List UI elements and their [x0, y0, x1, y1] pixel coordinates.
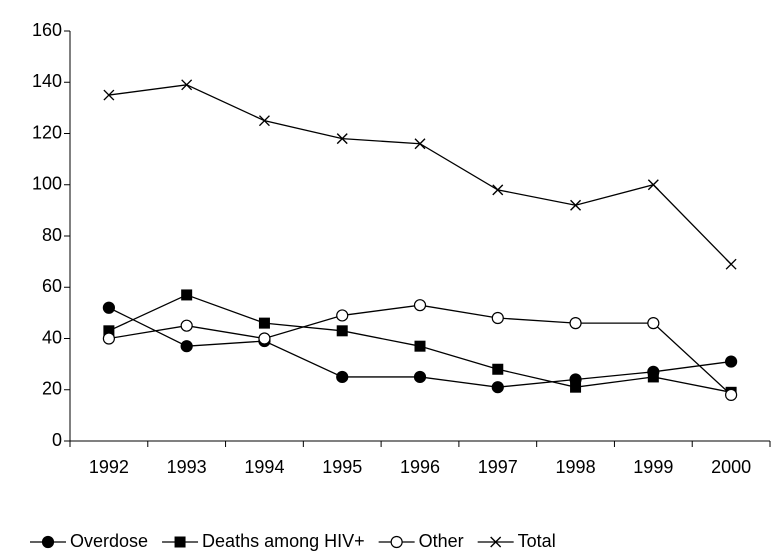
marker: [103, 325, 115, 337]
marker: [41, 535, 55, 549]
marker: [647, 179, 659, 191]
marker: [725, 258, 737, 270]
marker: [491, 381, 504, 394]
marker: [390, 535, 403, 549]
x-tick-label: 2000: [711, 457, 751, 477]
marker: [336, 309, 349, 322]
x-tick-label: 1992: [89, 457, 129, 477]
legend-label: Deaths among HIV+: [202, 531, 365, 551]
marker: [181, 289, 193, 301]
marker: [413, 370, 427, 384]
marker: [492, 363, 504, 375]
marker: [570, 381, 582, 393]
y-tick-label: 160: [32, 20, 62, 40]
y-tick-label: 0: [52, 430, 62, 450]
legend-label: Other: [419, 531, 464, 551]
legend-label: Overdose: [70, 531, 148, 551]
marker: [258, 317, 270, 329]
marker: [258, 332, 271, 345]
marker: [725, 388, 738, 401]
marker: [102, 332, 115, 345]
marker: [490, 536, 502, 548]
series-line: [108, 84, 732, 265]
legend-label: Total: [518, 531, 556, 551]
y-tick-label: 80: [42, 225, 62, 245]
marker: [569, 317, 582, 330]
marker: [491, 311, 504, 325]
marker: [725, 355, 738, 368]
marker: [181, 79, 193, 91]
x-tick-label: 1997: [478, 457, 518, 477]
marker: [336, 370, 349, 384]
marker: [570, 199, 582, 211]
y-tick-label: 40: [42, 327, 62, 347]
y-tick-label: 100: [32, 174, 62, 194]
y-tick-label: 60: [42, 276, 62, 296]
x-tick-label: 1998: [556, 457, 596, 477]
marker: [258, 115, 270, 127]
marker: [103, 89, 115, 101]
marker: [414, 138, 426, 150]
marker: [336, 325, 348, 337]
y-tick-label: 20: [42, 379, 62, 399]
marker: [180, 340, 193, 353]
marker: [336, 133, 348, 145]
marker: [492, 184, 504, 196]
y-tick-label: 120: [32, 122, 62, 142]
marker: [413, 299, 427, 312]
y-tick-label: 140: [32, 71, 62, 91]
x-tick-label: 1999: [633, 457, 673, 477]
marker: [180, 319, 193, 332]
x-tick-label: 1995: [322, 457, 362, 477]
x-tick-label: 1996: [400, 457, 440, 477]
marker: [647, 371, 659, 383]
x-tick-label: 1994: [244, 457, 284, 477]
marker: [102, 301, 115, 314]
marker: [647, 317, 660, 330]
x-tick-label: 1993: [167, 457, 207, 477]
marker: [174, 536, 186, 548]
marker: [414, 340, 426, 352]
